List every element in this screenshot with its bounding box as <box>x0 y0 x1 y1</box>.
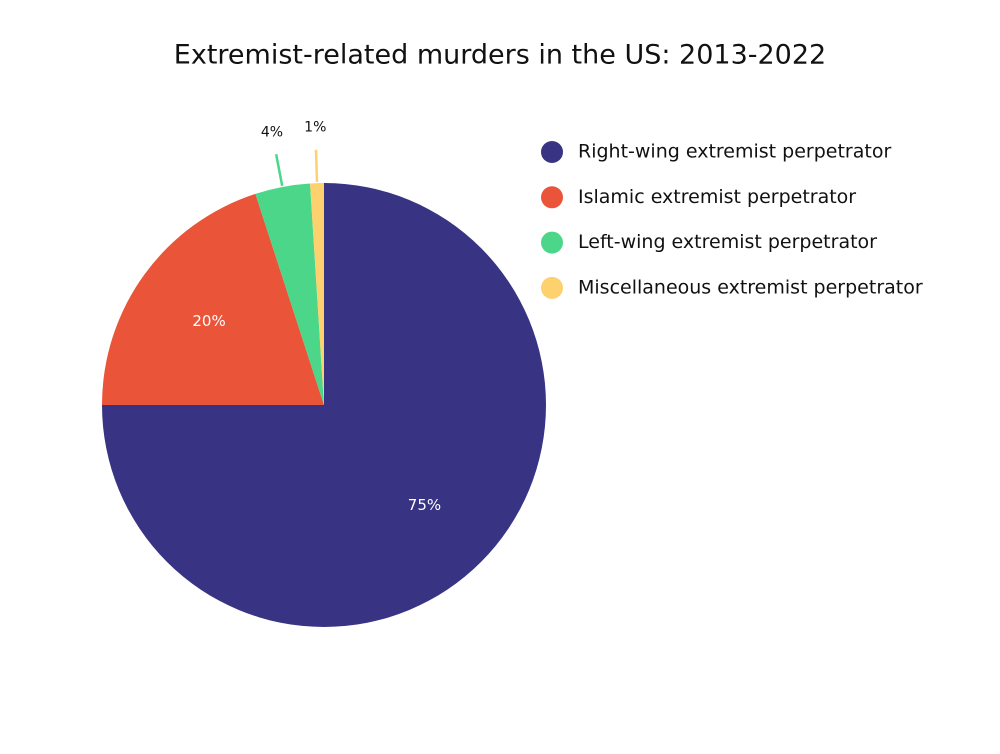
pie-slice <box>310 183 324 405</box>
legend-label: Left-wing extremist perpetrator <box>578 231 877 253</box>
data-label: 20% <box>192 312 225 330</box>
legend-marker <box>541 276 563 299</box>
leader-line <box>314 149 319 183</box>
data-label: 75% <box>408 496 441 514</box>
legend-marker <box>541 186 563 209</box>
data-label: 1% <box>304 120 326 136</box>
pie-slice <box>255 183 324 405</box>
chart-title: Extremist-related murders in the US: 201… <box>174 40 826 71</box>
pie-slice <box>102 193 324 405</box>
leader-line <box>274 153 284 187</box>
legend-marker <box>541 141 563 163</box>
legend-marker <box>541 231 563 254</box>
legend-label: Miscellaneous extremist perpetrator <box>578 276 923 298</box>
legend-label: Islamic extremist perpetrator <box>578 186 856 208</box>
legend-label: Right-wing extremist perpetrator <box>578 141 891 163</box>
data-label: 4% <box>261 124 283 140</box>
